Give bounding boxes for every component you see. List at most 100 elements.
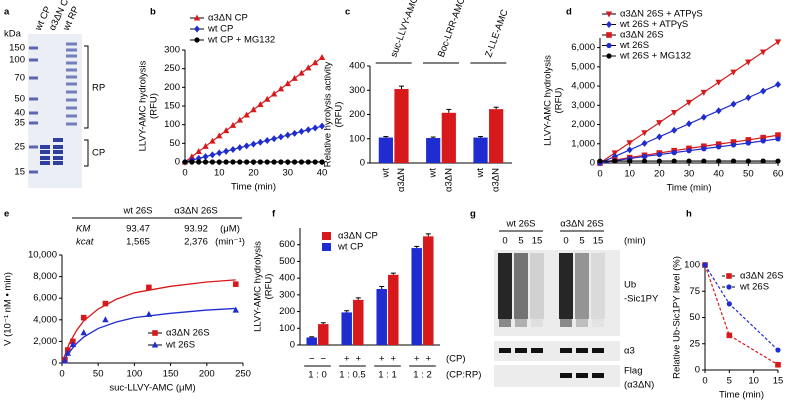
point: [216, 159, 222, 165]
smear: [499, 319, 511, 327]
x-tick-label: 15: [773, 376, 784, 387]
gel-band: [66, 54, 77, 58]
point: [641, 153, 648, 160]
point: [730, 142, 737, 148]
table-header: wt 26S: [122, 206, 152, 217]
y-tick-label: 200: [349, 109, 365, 120]
point: [146, 284, 152, 291]
x-tick-label: 0: [182, 168, 187, 179]
x-tick-label: 100: [126, 369, 142, 380]
point: [196, 159, 202, 165]
point: [291, 129, 298, 137]
point: [311, 59, 319, 66]
point: [626, 140, 633, 147]
y-tick-label: 3,000: [571, 100, 595, 111]
point: [182, 159, 188, 165]
point: [64, 349, 71, 356]
point: [277, 85, 285, 92]
point: [612, 158, 618, 164]
point: [305, 64, 312, 71]
table-cell: (min⁻¹): [215, 237, 245, 248]
point: [236, 144, 243, 152]
time-label: 0: [502, 236, 507, 247]
point: [686, 120, 692, 128]
point: [686, 158, 692, 164]
legend-marker: [606, 32, 612, 38]
gel-band: [66, 42, 77, 46]
x-tick-label: 50: [743, 169, 754, 180]
condition-sign: +: [425, 354, 431, 365]
y-tick-label: 50: [689, 312, 700, 323]
point: [61, 357, 69, 364]
y-tick-label: 0: [360, 158, 365, 169]
point: [236, 116, 243, 123]
point: [312, 124, 319, 132]
time-unit: (min): [624, 236, 646, 247]
legend-label: α3ΔN 26S: [166, 328, 210, 339]
legend-swatch: [322, 232, 331, 240]
point: [716, 144, 722, 150]
gel-band: [66, 75, 77, 79]
x-axis-label: suc-LLVY-AMC (μM): [109, 383, 195, 394]
marker-label: 50: [14, 94, 25, 105]
bracket: [84, 45, 89, 129]
y-tick-label: 300: [164, 45, 180, 56]
legend-marker: [152, 330, 158, 336]
panel-letter: g: [470, 209, 476, 220]
y-axis-label: Relative hyrolysis activity: [323, 61, 334, 167]
bar: [473, 137, 488, 163]
point: [202, 142, 209, 149]
point: [264, 136, 271, 144]
y-tick-label: 6,000: [33, 293, 57, 304]
condition-sign: +: [414, 354, 420, 365]
point: [80, 314, 87, 321]
point: [775, 132, 781, 138]
y-axis-label: (RFU): [334, 102, 345, 128]
x-tick-label: 0: [702, 376, 707, 387]
x-tick-label: 10: [624, 169, 635, 180]
point: [700, 89, 708, 96]
y-tick-label: 600: [279, 239, 295, 250]
category-label: Boc-LRR-AMC: [436, 0, 468, 59]
series-line: [704, 264, 779, 366]
point: [656, 151, 662, 158]
point: [730, 69, 737, 76]
legend-label: α3ΔN 26S: [620, 30, 664, 41]
point: [745, 140, 751, 146]
point: [291, 74, 298, 81]
y-tick-label: 4,000: [33, 314, 57, 325]
legend-label: α3ΔN 26S + ATPγS: [620, 9, 703, 20]
point: [229, 145, 236, 153]
point: [257, 159, 263, 165]
point: [257, 101, 264, 108]
point: [726, 332, 733, 339]
x-axis-label: Time (min): [666, 183, 711, 194]
point: [319, 122, 325, 130]
point: [216, 149, 223, 157]
legend-marker: [606, 21, 612, 28]
x-tick-label: 20: [248, 168, 259, 179]
category-label: 1 : 0.5: [339, 370, 365, 381]
x-tick-label: 30: [684, 169, 695, 180]
category-label: Z-LLE-AMC: [483, 8, 511, 59]
smear: [576, 319, 588, 327]
point: [641, 158, 648, 164]
legend-marker: [605, 11, 613, 18]
point: [670, 110, 678, 117]
point: [716, 158, 722, 164]
point: [702, 262, 708, 268]
y-tick-label: 300: [279, 289, 295, 300]
condition-sign: +: [390, 354, 396, 365]
point: [250, 159, 257, 165]
point: [726, 301, 732, 307]
bracket-label: CP: [92, 148, 105, 159]
panel-letter: f: [272, 209, 276, 220]
point: [745, 158, 751, 164]
x-tick-label: 200: [199, 369, 215, 380]
point: [312, 159, 318, 165]
point: [209, 137, 216, 144]
table-header: α3ΔN 26S: [174, 206, 218, 217]
smear: [575, 253, 589, 319]
y-tick-label: 0: [290, 340, 295, 351]
legend-marker: [726, 284, 732, 290]
